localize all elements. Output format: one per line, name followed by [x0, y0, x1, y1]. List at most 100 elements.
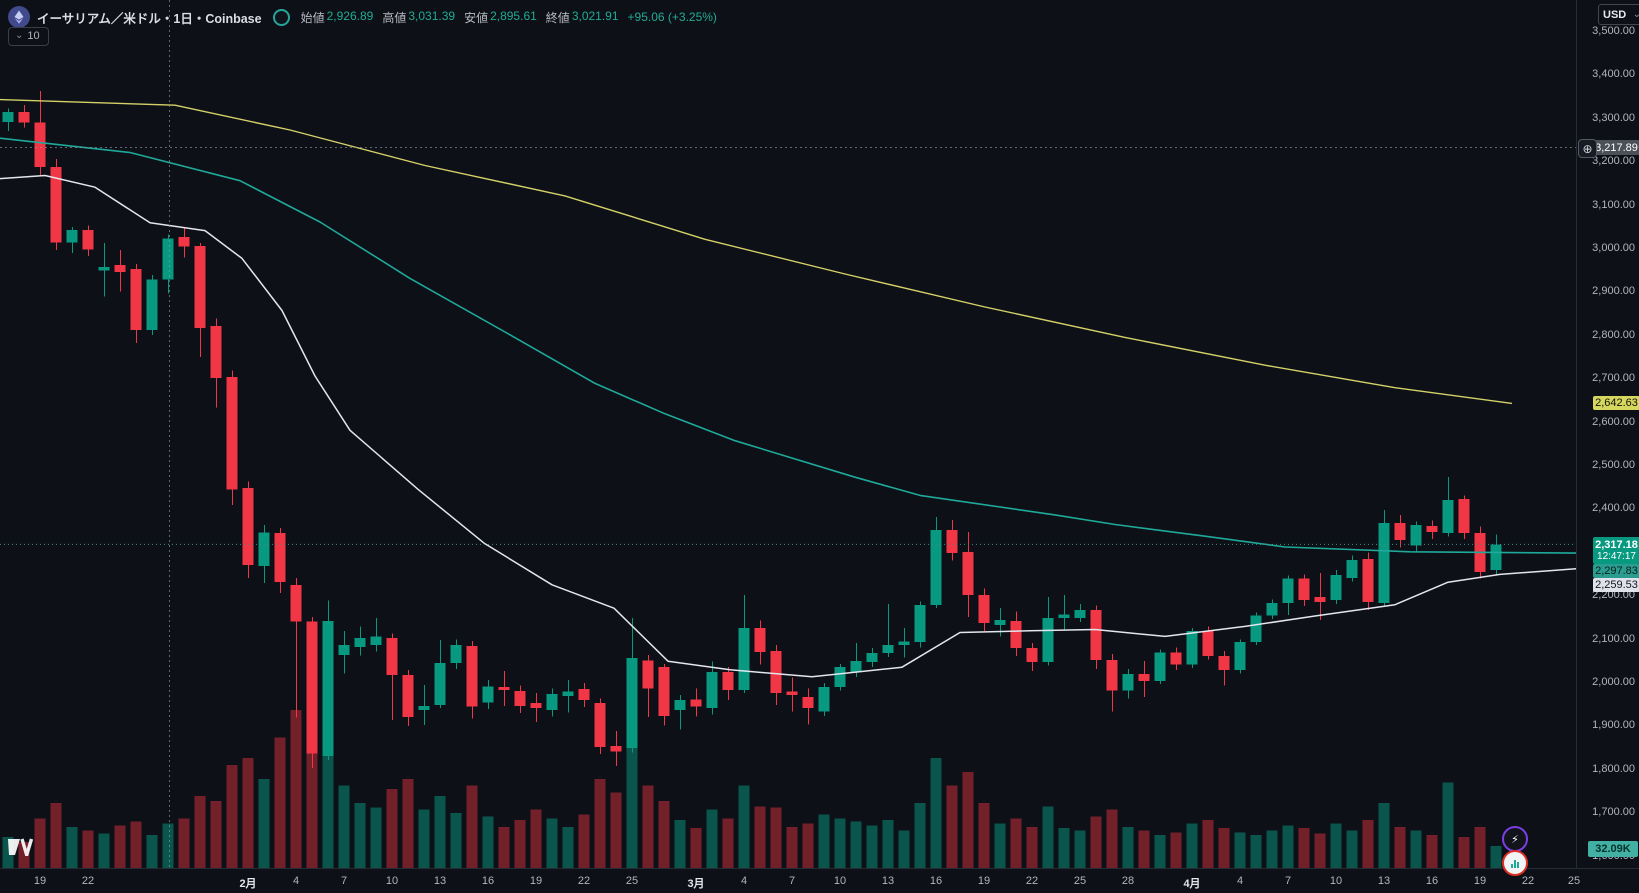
candlestick-chart[interactable] [0, 0, 1576, 868]
candle-body [322, 620, 334, 756]
price-tick: 3,100.00 [1592, 198, 1635, 211]
time-tick: 7 [340, 875, 348, 887]
candle-body [146, 279, 158, 331]
high-label: 高値 [382, 10, 407, 25]
volume-bar [866, 825, 878, 868]
volume-bar [98, 833, 110, 868]
volume-bar [370, 807, 382, 868]
ma-slow-line [0, 98, 1513, 405]
candle-body [546, 694, 558, 710]
boost-lightning-icon[interactable]: ⚡ [1502, 826, 1528, 852]
volume-bar [914, 802, 926, 868]
volume-bar [82, 830, 94, 868]
volume-bar [466, 785, 478, 868]
volume-bar [386, 789, 398, 868]
close-label: 終値 [545, 10, 570, 25]
price-axis[interactable]: ⊕ 3,217.89 2,642.63 2,317.18 12:47:17 2,… [1576, 0, 1639, 868]
time-tick: 16 [929, 875, 943, 887]
time-tick: 4 [292, 875, 300, 887]
current-price-badge: 2,317.18 12:47:17 [1593, 537, 1639, 564]
volume-bar [1362, 819, 1374, 868]
candle-body [706, 672, 718, 709]
price-tick: 2,900.00 [1592, 285, 1635, 298]
volume-bar [850, 821, 862, 868]
time-tick: 16 [1425, 875, 1439, 887]
time-tick-month: 3月 [687, 878, 705, 890]
candle-body [1298, 578, 1310, 600]
volume-bar [818, 814, 830, 868]
time-tick: 10 [833, 875, 847, 887]
volume-bar [1122, 826, 1134, 868]
candle-body [898, 641, 910, 646]
candle-body [1362, 559, 1374, 603]
volume-bar [66, 826, 78, 868]
candle-body [930, 530, 942, 606]
candle-body [1202, 630, 1214, 656]
volume-bar [1490, 845, 1502, 868]
add-alert-plus-icon[interactable]: ⊕ [1578, 139, 1597, 158]
candle-body [626, 658, 638, 748]
open-label: 始値 [300, 10, 325, 25]
candle-body [690, 699, 702, 707]
volume-bar [1074, 830, 1086, 868]
candle-body [1394, 523, 1406, 541]
ma-fast-line [0, 174, 1576, 678]
volume-bar [242, 758, 254, 868]
volume-bar [994, 823, 1006, 868]
volume-bar [610, 792, 622, 868]
candle-body [1378, 523, 1390, 604]
volume-bar [626, 723, 638, 868]
legend-row[interactable]: イーサリアム／米ドル・1日・Coinbase 始値 2,926.89 高値 3,03… [8, 5, 717, 29]
indicators-collapse-button[interactable]: ⌄ 10 [8, 27, 49, 46]
candle-body [738, 628, 750, 691]
candle-body [466, 645, 478, 707]
candle-body [1490, 544, 1502, 571]
ohlc-readout: 始値 2,926.89 高値 3,031.39 安値 2,895.61 終値 3,021… [301, 9, 717, 26]
candle-body [594, 702, 606, 748]
candle-body [290, 584, 302, 622]
candle-body [562, 691, 574, 696]
volume-bar [722, 818, 734, 868]
volume-bar [114, 825, 126, 868]
time-tick: 25 [1073, 875, 1087, 887]
price-tick: 2,000.00 [1592, 676, 1635, 688]
price-tick: 2,200.00 [1592, 589, 1635, 602]
candle-body [1058, 614, 1070, 619]
volume-bar [1186, 823, 1198, 868]
volume-bar [1170, 832, 1182, 868]
candle-body [1250, 615, 1262, 643]
volume-bar [530, 809, 542, 868]
candle-body [818, 686, 830, 712]
candle-body [514, 691, 526, 706]
price-tick: 1,800.00 [1592, 762, 1635, 775]
candle-body [1138, 674, 1150, 682]
bolt-glyph: ⚡ [1511, 833, 1519, 846]
currency-selector[interactable]: USD ⌄ [1598, 4, 1639, 25]
low-value: 2,895.61 [490, 8, 537, 23]
symbol-title[interactable]: イーサリアム／米ドル・1日・Coinbase [37, 11, 262, 26]
volume-bar [962, 771, 974, 868]
tradingview-logo-icon [8, 838, 34, 856]
time-tick: 28 [1121, 875, 1135, 887]
candle-body [178, 237, 190, 247]
volume-bar [258, 778, 270, 868]
volume-bar [1234, 832, 1246, 868]
volume-bar [658, 800, 670, 868]
price-tick: 1,900.00 [1592, 719, 1635, 732]
chart-pane[interactable] [0, 0, 1576, 868]
candle-body [402, 675, 414, 718]
candle-body [1074, 609, 1086, 619]
high-value: 3,031.39 [408, 8, 456, 23]
volume-bar [1106, 809, 1118, 868]
stats-sticker-icon[interactable] [1502, 850, 1528, 876]
candle-body [162, 238, 174, 280]
time-axis[interactable]: 2026-01-27 (火) ⚙ 19222月471013161922253月4… [0, 868, 1639, 893]
volume-bar [210, 800, 222, 868]
time-tick: 19 [529, 875, 543, 887]
time-tick: 4 [1236, 875, 1244, 887]
time-tick: 19 [1473, 875, 1487, 887]
market-status-icon[interactable] [272, 8, 290, 26]
candle-body [1410, 524, 1422, 546]
candle-body [50, 166, 62, 243]
volume-bar [514, 819, 526, 868]
